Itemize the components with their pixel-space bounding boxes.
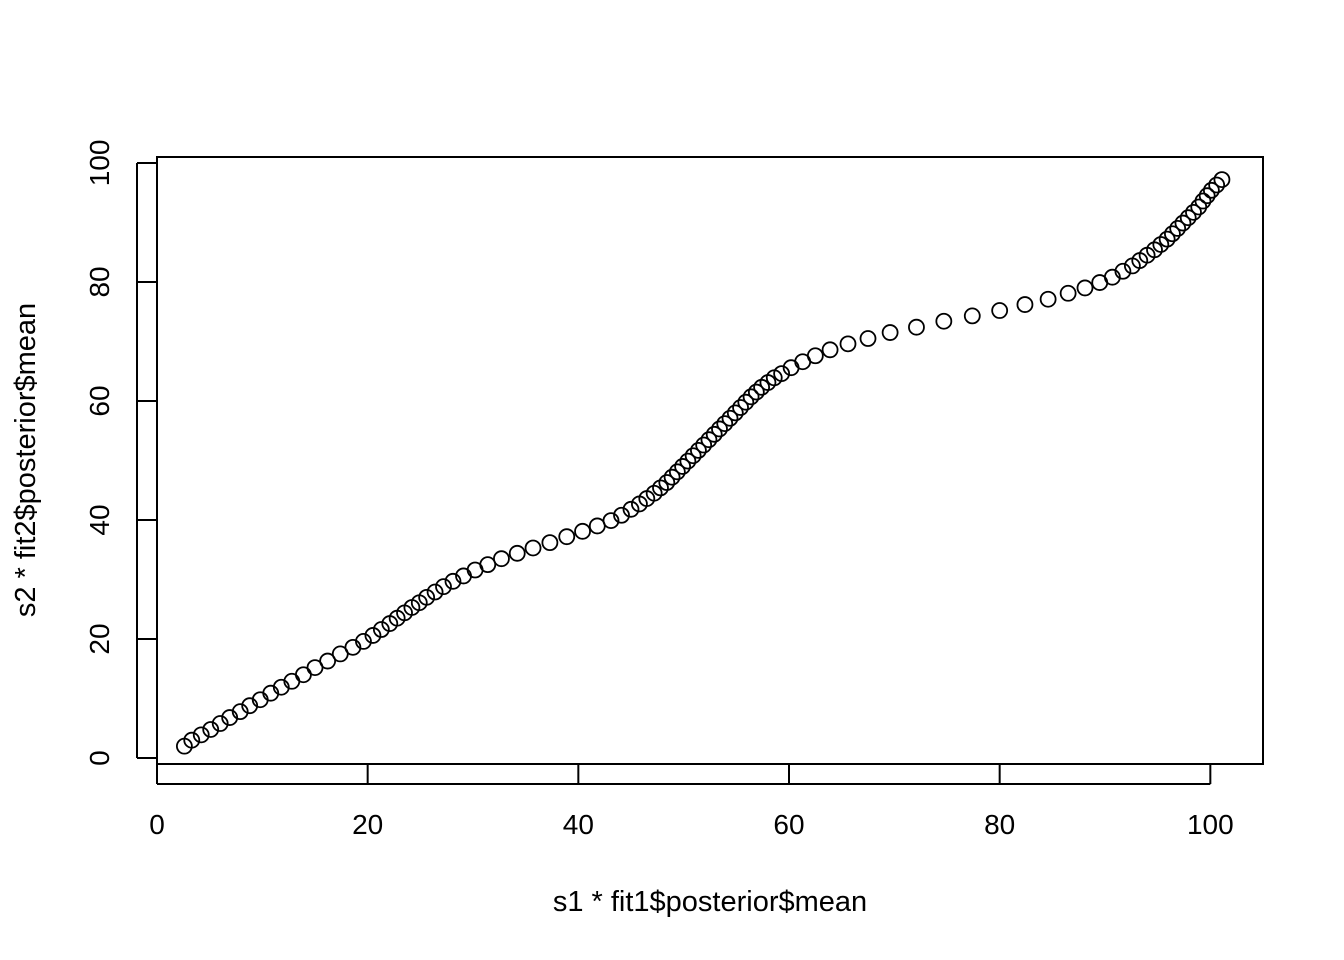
data-point [908, 318, 925, 336]
data-point [192, 726, 210, 744]
x-tick-label: 20 [352, 809, 383, 840]
data-point [1202, 181, 1220, 199]
data-point [747, 383, 765, 401]
data-point [935, 312, 953, 330]
data-point [183, 731, 201, 749]
x-axis-title: s1 * fit1$posterior$mean [553, 886, 867, 918]
data-point [658, 474, 676, 491]
data-point [418, 588, 436, 606]
data-point [493, 550, 510, 568]
y-tick-label: 100 [84, 140, 115, 187]
data-point [859, 330, 877, 347]
data-point [1198, 187, 1216, 205]
y-tick-label: 60 [84, 385, 115, 416]
data-point [524, 539, 542, 557]
data-point [821, 341, 839, 359]
data-point [991, 302, 1009, 319]
data-point [679, 452, 697, 470]
x-tick-label: 100 [1187, 809, 1234, 840]
x-tick-label: 60 [773, 809, 804, 840]
x-tick-label: 40 [563, 809, 594, 840]
data-points [175, 171, 1231, 755]
data-point [705, 425, 723, 443]
data-point [211, 715, 229, 732]
y-tick-label: 20 [84, 623, 115, 654]
data-point [444, 572, 462, 590]
data-point [1208, 176, 1226, 194]
data-point [541, 534, 559, 552]
data-point [773, 365, 791, 383]
data-point [881, 324, 899, 341]
data-point [690, 441, 707, 459]
y-tick-label: 0 [84, 750, 115, 766]
data-point [1174, 214, 1192, 232]
data-point [574, 522, 591, 540]
data-point [622, 500, 640, 518]
data-point [435, 578, 452, 596]
data-point [1158, 230, 1176, 248]
data-point [1114, 262, 1132, 280]
data-point [1213, 171, 1231, 189]
data-point [231, 703, 249, 721]
data-point [726, 404, 744, 422]
y-axis: 0 20 40 60 80 100 [84, 140, 157, 766]
data-point [479, 556, 497, 574]
y-tick-label: 80 [84, 266, 115, 297]
data-point [737, 393, 755, 411]
data-point [602, 512, 620, 530]
data-point [355, 633, 372, 650]
data-point [700, 431, 718, 449]
data-point [613, 506, 630, 524]
data-point [202, 721, 220, 738]
data-point [806, 347, 824, 365]
plot-frame [156, 156, 1264, 765]
data-point [1076, 279, 1094, 297]
data-point [1169, 220, 1187, 237]
data-point [668, 463, 686, 481]
data-point [1059, 284, 1077, 302]
data-point [558, 528, 576, 546]
data-point [963, 307, 981, 325]
data-point [732, 399, 749, 416]
y-axis-title: s2 * fit2$posterior$mean [10, 303, 42, 617]
data-point [319, 652, 337, 670]
data-point [364, 627, 382, 644]
data-point [663, 468, 681, 486]
data-point [1194, 192, 1212, 210]
data-point [1039, 290, 1057, 308]
data-point [426, 583, 444, 601]
data-point [695, 436, 713, 454]
data-point [372, 621, 390, 638]
data-point [684, 447, 702, 465]
x-tick-label: 0 [149, 809, 165, 840]
data-point [711, 420, 728, 438]
data-point [674, 458, 692, 475]
x-axis: 0 20 40 60 80 100 [149, 764, 1234, 840]
data-point [1016, 296, 1034, 313]
y-tick-label: 40 [84, 504, 115, 535]
data-point [716, 415, 734, 433]
data-point [742, 388, 760, 406]
x-tick-label: 80 [984, 809, 1015, 840]
data-point [1179, 209, 1197, 227]
data-point [508, 544, 526, 562]
data-point [839, 335, 857, 353]
data-point [721, 409, 739, 427]
data-point [1164, 225, 1181, 243]
data-point [1185, 203, 1202, 221]
